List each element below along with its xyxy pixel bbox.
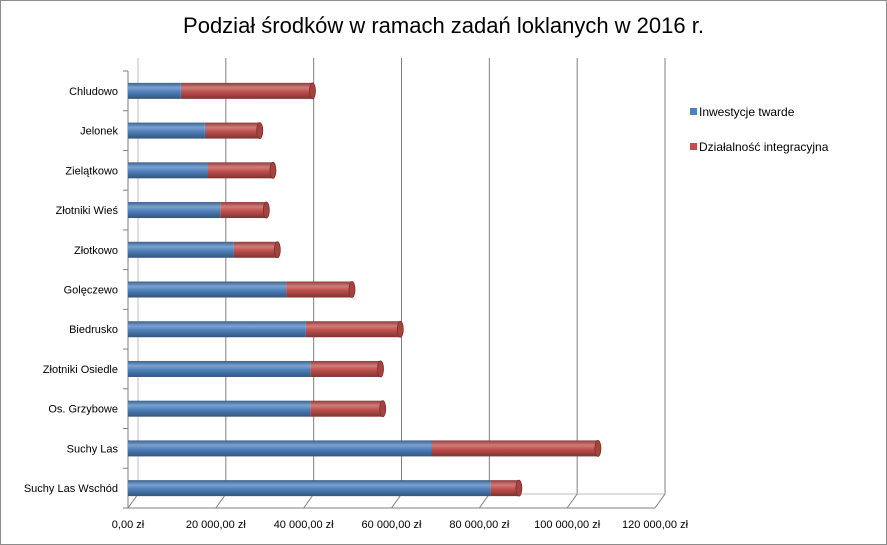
bar-end-cap [269, 161, 277, 179]
bar-inwestycje [128, 480, 491, 497]
y-tick-label: Suchy Las Wschód [24, 483, 118, 495]
bar-integracyjna [310, 360, 381, 377]
x-tick-label: 40 000,00 zł [274, 519, 334, 531]
floor-depth-line [303, 493, 315, 509]
bar-end-cap [515, 479, 523, 497]
floor-depth-line [127, 493, 139, 509]
legend-label: Inwestycje twarde [699, 105, 795, 119]
bar-end-cap [396, 320, 404, 338]
bar-integracyjna [204, 122, 260, 139]
x-tick-label: 80 000,00 zł [449, 519, 509, 531]
floor-depth-line [215, 493, 227, 509]
floor-depth-line [478, 493, 490, 509]
bar-integracyjna [431, 440, 598, 457]
y-tick-label: Chludowo [69, 86, 118, 98]
bar-end-cap [348, 281, 356, 298]
bar-inwestycje [128, 440, 432, 457]
bar-integracyjna [220, 202, 267, 219]
bar-end-cap [594, 440, 602, 457]
x-tick-label: 100 000,00 zł [534, 519, 601, 531]
y-tick-label: Zielątkowo [65, 165, 118, 177]
bar-inwestycje [128, 321, 306, 338]
bar-end-cap [273, 241, 281, 259]
x-tick-label: 20 000,00 zł [186, 519, 246, 531]
floor-depth-line [391, 493, 402, 509]
bar-integracyjna [310, 400, 383, 417]
bar-end-cap [379, 400, 387, 418]
bar-integracyjna [286, 281, 352, 298]
y-tick-label: Golęczewo [64, 285, 118, 297]
bar-end-cap [309, 82, 316, 100]
bar-inwestycje [128, 281, 287, 298]
y-tick-label: Jelonek [80, 126, 118, 138]
y-tick-label: Biedrusko [69, 324, 118, 336]
bar-inwestycje [128, 360, 311, 377]
bar-inwestycje [128, 82, 181, 99]
x-tick-label: 120 000,00 zł [622, 519, 689, 531]
bar-inwestycje [128, 241, 234, 258]
legend-swatch-inwestycje [690, 108, 697, 115]
x-tick-label: 0,00 zł [112, 519, 145, 531]
chart-title: Podział środków w ramach zadań loklanych… [183, 13, 704, 38]
floor-depth-line [654, 493, 666, 509]
bar-inwestycje [128, 162, 208, 179]
y-tick-label: Suchy Las [67, 443, 119, 455]
floor-depth-line [566, 493, 578, 509]
y-tick-label: Złotniki Wieś [56, 205, 119, 217]
bar-integracyjna [180, 82, 313, 99]
legend-swatch-integracyjna [690, 143, 697, 150]
x-tick-label: 60 000,00 zł [362, 519, 422, 531]
bar-end-cap [262, 201, 270, 219]
bar-integracyjna [305, 321, 401, 338]
bar-inwestycje [128, 122, 205, 139]
y-tick-label: Os. Grzybowe [48, 404, 118, 416]
bar-inwestycje [128, 400, 311, 417]
legend: Inwestycje twarde Działalność integracyjn… [690, 105, 829, 154]
legend-label: Działalność integracyjna [699, 140, 829, 154]
bar-end-cap [377, 360, 384, 378]
y-tick-label: Złotkowo [74, 245, 118, 257]
bar-integracyjna [207, 162, 273, 179]
bar-inwestycje [128, 202, 221, 219]
bar-end-cap [256, 122, 264, 139]
y-tick-label: Złotniki Osiedle [43, 364, 118, 376]
bar-integracyjna [490, 480, 519, 497]
bar-integracyjna [233, 241, 278, 258]
